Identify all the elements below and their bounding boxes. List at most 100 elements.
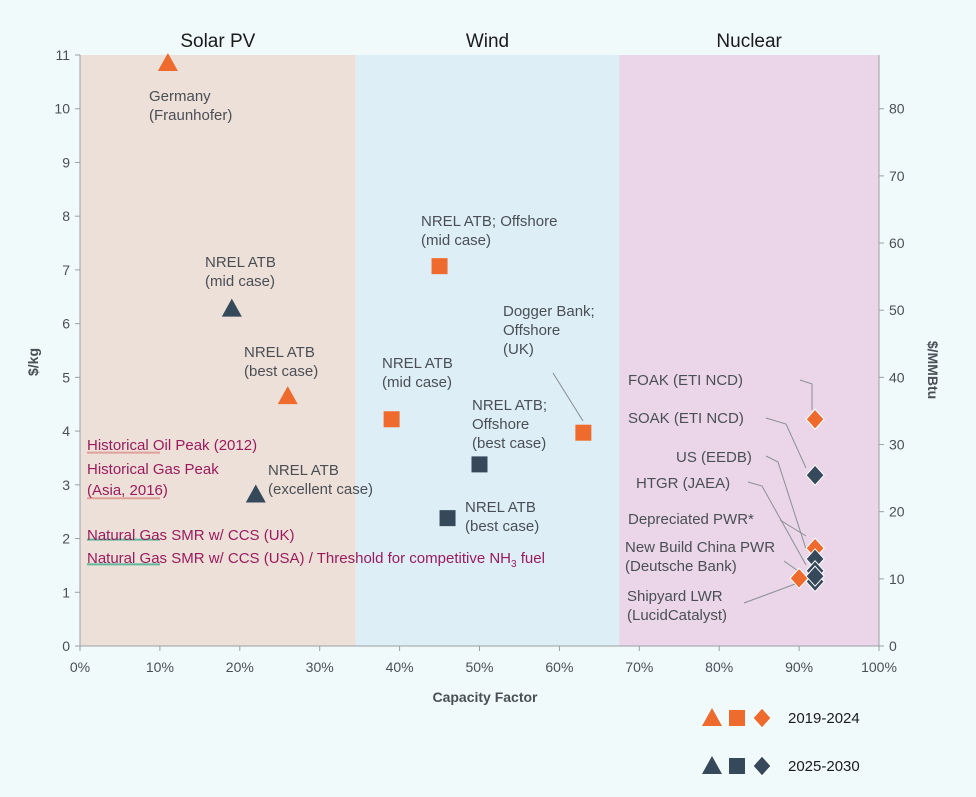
point-label: NREL ATB; Offshore (421, 213, 557, 230)
legend-label: 2025-2030 (788, 758, 860, 775)
legend-label: 2019-2024 (788, 710, 860, 727)
point-label: (best case) (465, 518, 539, 535)
y-tick-label: 3 (62, 477, 70, 493)
reference-line-label: (Asia, 2016) (87, 482, 168, 499)
y-tick-label: 1 (62, 584, 70, 600)
reference-line-label-part: fuel (517, 550, 545, 567)
y2-tick-label: 50 (889, 302, 905, 318)
triangle-marker (702, 756, 722, 774)
x-tick-label: 80% (705, 659, 733, 675)
point-label: NREL ATB (268, 462, 339, 479)
point-label: Offshore (472, 416, 529, 433)
diamond-marker (805, 565, 825, 587)
x-axis-title: Capacity Factor (432, 689, 538, 705)
reference-line-label: Historical Oil Peak (2012) (87, 437, 257, 454)
point-label: (mid case) (421, 232, 491, 249)
square-marker (431, 258, 448, 275)
point-label: (best case) (472, 435, 546, 452)
point-label: NREL ATB (205, 254, 276, 271)
point-label: (Fraunhofer) (149, 107, 232, 124)
y-tick-label: 7 (62, 262, 70, 278)
x-tick-label: 100% (861, 659, 897, 675)
square-marker (729, 758, 745, 774)
square-marker (383, 411, 400, 428)
y-tick-label: 6 (62, 316, 70, 332)
point-label: NREL ATB (382, 355, 453, 372)
y2-tick-label: 80 (889, 101, 905, 117)
point-label: (best case) (244, 363, 318, 380)
point-label: New Build China PWR (625, 539, 775, 556)
y-tick-label: 5 (62, 369, 70, 385)
point-label: US (EEDB) (676, 449, 752, 466)
x-tick-label: 40% (386, 659, 414, 675)
leader-line (765, 455, 807, 550)
point-label: HTGR (JAEA) (636, 475, 730, 492)
point-label: (LucidCatalyst) (627, 607, 727, 624)
point-label: FOAK (ETI NCD) (628, 372, 743, 389)
point-label: NREL ATB (244, 344, 315, 361)
y2-tick-label: 0 (889, 638, 897, 654)
square-marker (471, 456, 488, 473)
leader-line (552, 372, 584, 422)
region-nuclear (619, 55, 879, 646)
region-title: Wind (466, 31, 509, 52)
region-title: Nuclear (716, 31, 782, 52)
x-tick-label: 0% (70, 659, 90, 675)
x-tick-label: 20% (226, 659, 254, 675)
reference-line-label: Historical Gas Peak (87, 461, 219, 478)
point-label: (excellent case) (268, 481, 373, 498)
triangle-marker (245, 484, 266, 503)
region-wind (355, 55, 620, 646)
x-tick-label: 30% (306, 659, 334, 675)
y2-tick-label: 10 (889, 571, 905, 587)
point-label: Shipyard LWR (627, 588, 723, 605)
triangle-marker (157, 53, 178, 72)
x-tick-label: 90% (785, 659, 813, 675)
y-tick-label: 11 (55, 47, 70, 63)
point-label: SOAK (ETI NCD) (628, 410, 744, 427)
reference-line-label-part: Natural Gas SMR w/ CCS (USA) / Threshold… (87, 550, 511, 567)
y-tick-label: 0 (62, 638, 70, 654)
leader-line (747, 481, 807, 566)
y2-tick-label: 20 (889, 504, 905, 520)
y-axis-title: $/kg (25, 348, 41, 376)
y2-tick-label: 60 (889, 235, 905, 251)
y2-axis-title: $/MMBtu (925, 341, 941, 399)
y2-tick-label: 40 (889, 369, 905, 385)
diamond-marker (805, 408, 825, 431)
diamond-marker (789, 567, 809, 590)
point-label: NREL ATB (465, 499, 536, 516)
y-tick-label: 4 (62, 423, 70, 439)
point-label: Dogger Bank; (503, 303, 595, 320)
triangle-marker (277, 386, 298, 405)
diamond-marker (752, 755, 772, 777)
y-tick-label: 10 (54, 101, 70, 117)
leader-line (799, 379, 813, 410)
point-label: NREL ATB; (472, 397, 547, 414)
point-label: (Deutsche Bank) (625, 558, 737, 575)
point-label: Offshore (503, 322, 560, 339)
x-tick-label: 10% (146, 659, 174, 675)
triangle-marker (221, 298, 242, 317)
y-tick-label: 8 (62, 208, 70, 224)
leader-line (765, 417, 807, 469)
y2-tick-label: 30 (889, 437, 905, 453)
y2-tick-label: 70 (889, 168, 905, 184)
region-solar-pv (80, 55, 356, 646)
y-tick-label: 2 (62, 531, 70, 547)
point-label: Germany (149, 88, 211, 105)
y-tick-label: 9 (62, 154, 70, 170)
point-label: (mid case) (382, 374, 452, 391)
square-marker (729, 710, 745, 726)
reference-line-label: Natural Gas SMR w/ CCS (UK) (87, 527, 295, 544)
diamond-marker (805, 464, 825, 486)
square-marker (439, 510, 456, 527)
leader-line (779, 519, 807, 537)
point-label: (mid case) (205, 273, 275, 290)
triangle-marker (702, 708, 722, 726)
diamond-marker (752, 707, 772, 729)
square-marker (575, 424, 592, 441)
x-tick-label: 60% (545, 659, 573, 675)
reference-line-label-subscript: 3 (511, 559, 517, 570)
